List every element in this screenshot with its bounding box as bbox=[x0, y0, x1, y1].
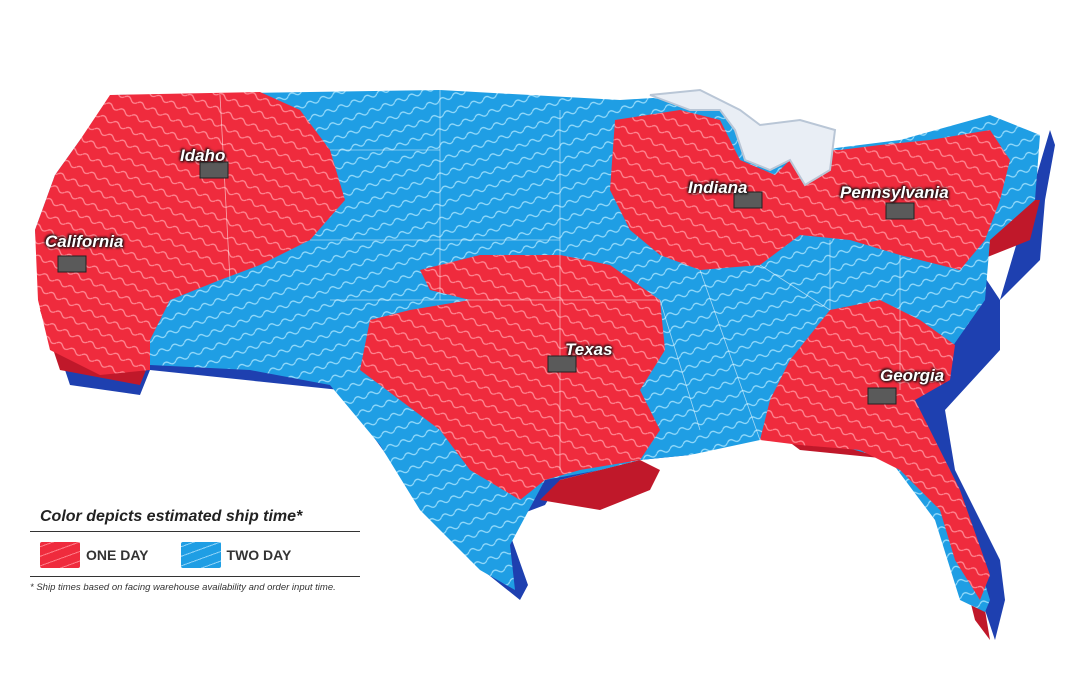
warehouse-icon-indiana bbox=[733, 191, 763, 209]
region-one-day-central bbox=[360, 255, 665, 500]
warehouse-icon-georgia bbox=[867, 387, 897, 405]
legend-item-two-day: TWO DAY bbox=[180, 542, 292, 568]
warehouse-icon-california bbox=[57, 255, 87, 273]
region-one-day-midwest bbox=[610, 110, 1010, 270]
region-one-day-southeast bbox=[760, 300, 990, 600]
one-day-label: ONE DAY bbox=[86, 547, 149, 563]
two-day-label: TWO DAY bbox=[226, 547, 292, 563]
legend-row: ONE DAY TWO DAY bbox=[30, 532, 360, 577]
warehouse-icon-idaho bbox=[199, 161, 229, 179]
legend-item-one-day: ONE DAY bbox=[40, 542, 149, 568]
warehouse-label-georgia: Georgia bbox=[880, 366, 945, 385]
warehouse-label-idaho: Idaho bbox=[180, 146, 226, 165]
two-day-swatch bbox=[180, 542, 221, 568]
warehouse-label-texas: Texas bbox=[565, 340, 613, 359]
legend-title: Color depicts estimated ship time* bbox=[30, 508, 360, 532]
legend-footnote: * Ship times based on facing warehouse a… bbox=[30, 582, 336, 593]
warehouse-label-indiana: Indiana bbox=[688, 178, 748, 197]
warehouse-label-pennsylvania: Pennsylvania bbox=[840, 183, 949, 202]
warehouse-icons bbox=[57, 161, 915, 405]
one-day-swatch bbox=[40, 542, 80, 568]
region-one-day-west bbox=[35, 92, 345, 375]
state-borders bbox=[219, 90, 901, 470]
legend: Color depicts estimated ship time* ONE D… bbox=[30, 508, 360, 593]
warehouse-label-california: California bbox=[45, 232, 124, 251]
warehouse-icon-texas bbox=[547, 355, 577, 373]
great-lakes bbox=[649, 88, 837, 187]
warehouse-icon-pennsylvania bbox=[885, 202, 915, 220]
